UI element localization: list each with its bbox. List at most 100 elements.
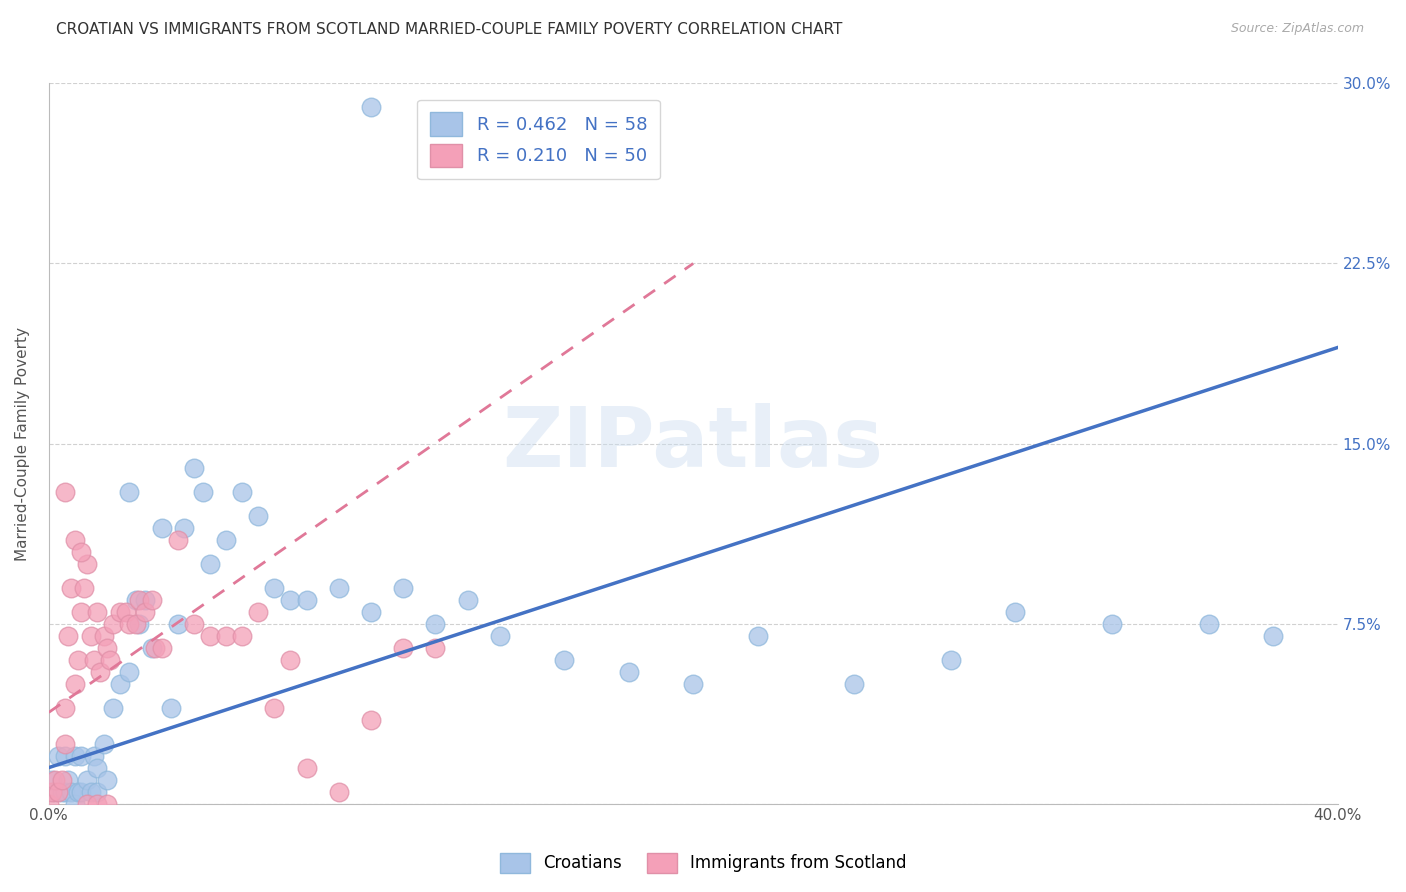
- Point: [70, 748, 93, 763]
- Point: [86, 797, 108, 811]
- Point: [53, 737, 76, 751]
- Point: [198, 557, 221, 571]
- Point: [160, 700, 183, 714]
- Text: ZIPatlas: ZIPatlas: [503, 403, 884, 484]
- Point: [48, 784, 70, 798]
- Point: [53, 484, 76, 499]
- Point: [360, 713, 382, 727]
- Point: [183, 460, 205, 475]
- Point: [53, 784, 76, 798]
- Point: [44, 772, 66, 787]
- Point: [1263, 629, 1285, 643]
- Point: [150, 520, 173, 534]
- Point: [183, 616, 205, 631]
- Point: [1101, 616, 1123, 631]
- Point: [263, 581, 285, 595]
- Point: [328, 581, 350, 595]
- Point: [76, 797, 98, 811]
- Point: [79, 629, 101, 643]
- Legend: Croatians, Immigrants from Scotland: Croatians, Immigrants from Scotland: [494, 847, 912, 880]
- Point: [96, 640, 118, 655]
- Point: [103, 616, 125, 631]
- Point: [231, 629, 253, 643]
- Point: [193, 484, 215, 499]
- Point: [66, 652, 89, 666]
- Point: [280, 592, 302, 607]
- Point: [41, 784, 63, 798]
- Point: [70, 784, 93, 798]
- Point: [295, 592, 318, 607]
- Point: [79, 784, 101, 798]
- Point: [360, 100, 382, 114]
- Point: [96, 772, 118, 787]
- Point: [63, 533, 86, 547]
- Point: [231, 484, 253, 499]
- Point: [1004, 605, 1026, 619]
- Point: [108, 676, 131, 690]
- Point: [166, 533, 188, 547]
- Point: [63, 676, 86, 690]
- Point: [143, 640, 166, 655]
- Point: [70, 605, 93, 619]
- Point: [38, 797, 60, 811]
- Point: [215, 629, 238, 643]
- Point: [125, 592, 148, 607]
- Point: [53, 748, 76, 763]
- Point: [98, 652, 121, 666]
- Point: [93, 737, 115, 751]
- Point: [63, 748, 86, 763]
- Point: [280, 652, 302, 666]
- Point: [56, 629, 79, 643]
- Point: [44, 784, 66, 798]
- Point: [1198, 616, 1220, 631]
- Point: [295, 761, 318, 775]
- Point: [392, 581, 415, 595]
- Y-axis label: Married-Couple Family Poverty: Married-Couple Family Poverty: [15, 326, 30, 560]
- Text: CROATIAN VS IMMIGRANTS FROM SCOTLAND MARRIED-COUPLE FAMILY POVERTY CORRELATION C: CROATIAN VS IMMIGRANTS FROM SCOTLAND MAR…: [56, 22, 842, 37]
- Point: [134, 592, 156, 607]
- Point: [53, 700, 76, 714]
- Point: [125, 616, 148, 631]
- Point: [118, 484, 141, 499]
- Point: [63, 797, 86, 811]
- Point: [93, 629, 115, 643]
- Point: [247, 508, 270, 523]
- Point: [115, 605, 138, 619]
- Point: [682, 676, 704, 690]
- Point: [141, 592, 163, 607]
- Point: [86, 761, 108, 775]
- Legend: R = 0.462   N = 58, R = 0.210   N = 50: R = 0.462 N = 58, R = 0.210 N = 50: [418, 100, 659, 179]
- Point: [489, 629, 512, 643]
- Point: [51, 772, 73, 787]
- Point: [166, 616, 188, 631]
- Point: [128, 616, 150, 631]
- Point: [173, 520, 195, 534]
- Point: [103, 700, 125, 714]
- Point: [747, 629, 769, 643]
- Point: [425, 616, 447, 631]
- Point: [83, 652, 105, 666]
- Point: [198, 629, 221, 643]
- Point: [150, 640, 173, 655]
- Point: [247, 605, 270, 619]
- Point: [70, 544, 93, 558]
- Point: [96, 797, 118, 811]
- Point: [360, 605, 382, 619]
- Point: [66, 784, 89, 798]
- Point: [56, 772, 79, 787]
- Point: [457, 592, 479, 607]
- Point: [215, 533, 238, 547]
- Point: [553, 652, 575, 666]
- Point: [86, 605, 108, 619]
- Point: [60, 784, 83, 798]
- Point: [83, 748, 105, 763]
- Point: [263, 700, 285, 714]
- Point: [128, 592, 150, 607]
- Point: [76, 772, 98, 787]
- Point: [76, 557, 98, 571]
- Point: [617, 665, 640, 679]
- Point: [108, 605, 131, 619]
- Point: [939, 652, 962, 666]
- Point: [118, 616, 141, 631]
- Point: [89, 665, 111, 679]
